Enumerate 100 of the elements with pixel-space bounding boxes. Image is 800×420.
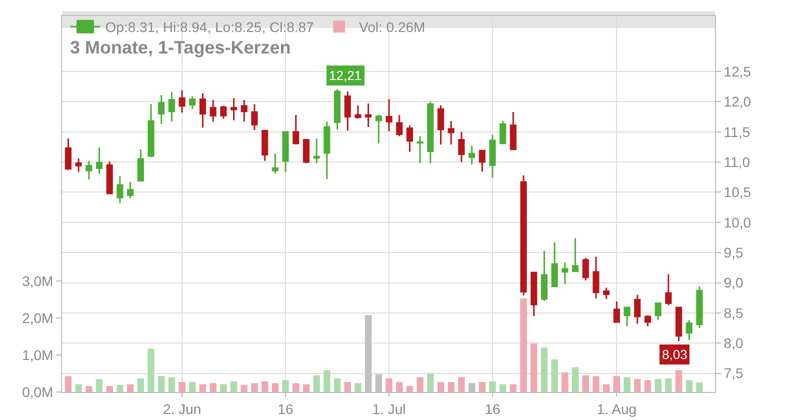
candlestick	[127, 181, 134, 200]
bar	[478, 382, 486, 392]
bar	[675, 370, 682, 392]
bar	[137, 378, 144, 392]
bar	[499, 384, 506, 392]
bar	[354, 383, 362, 392]
candlestick	[665, 274, 672, 306]
y-tick-label: 8,0	[724, 335, 744, 352]
bar	[230, 381, 238, 392]
candlestick	[696, 286, 703, 329]
candlestick	[437, 104, 444, 146]
bar	[302, 384, 310, 392]
candlestick	[96, 146, 103, 174]
candlestick	[644, 314, 652, 327]
candlestick	[675, 306, 682, 342]
candlestick	[624, 306, 630, 327]
bar	[396, 382, 403, 392]
bar	[427, 374, 434, 392]
y-tick-label: 9,0	[724, 274, 744, 291]
candlestick	[158, 94, 165, 125]
candlestick	[427, 100, 434, 164]
y-tick-label: 11,0	[724, 154, 750, 170]
bar	[64, 376, 72, 392]
bar	[406, 386, 414, 392]
bar	[240, 384, 248, 392]
candlestick	[220, 105, 227, 120]
y-tick-label: 7,5	[724, 365, 744, 382]
bar	[530, 344, 538, 392]
candlestick	[292, 114, 300, 146]
candlestick	[375, 114, 382, 144]
bar	[551, 359, 558, 392]
bar	[540, 348, 548, 392]
candlestick	[313, 138, 320, 164]
candlestick	[251, 103, 258, 131]
legend-label: Op:8.31, Hi:8.94, Lo:8.25, Cl:8.87	[105, 19, 314, 36]
x-tick-label: 16	[278, 400, 294, 417]
candlestick	[302, 138, 310, 164]
bar	[334, 378, 341, 392]
candlestick	[148, 103, 154, 158]
y-tick-label: 12,0	[724, 94, 752, 110]
candlestick	[324, 120, 330, 180]
y-tick-label: 10,5	[724, 184, 752, 200]
bar	[272, 383, 279, 392]
bar	[562, 372, 568, 392]
annotation: 12,21	[329, 68, 362, 83]
text: 3 Monate, 1-Tages-Kerzen	[70, 37, 291, 58]
candlestick	[282, 131, 289, 172]
candlestick	[603, 286, 610, 300]
candlestick	[458, 131, 465, 163]
bar	[602, 384, 610, 392]
candlestick	[354, 104, 362, 120]
candlestick	[86, 160, 92, 180]
candlestick	[562, 261, 568, 285]
candlestick	[168, 91, 175, 122]
candlestick	[262, 130, 268, 162]
candlestick	[530, 272, 538, 317]
candlestick	[654, 302, 662, 321]
bar	[220, 384, 227, 392]
candlestick	[686, 319, 692, 341]
bar	[106, 386, 113, 392]
bar	[116, 384, 124, 392]
candlestick	[344, 90, 351, 132]
bar	[572, 367, 579, 392]
bar	[86, 386, 92, 392]
candlestick	[64, 138, 72, 171]
y-tick-label: 9,5	[724, 244, 744, 260]
bar	[416, 377, 424, 392]
bar	[96, 379, 103, 392]
bar	[624, 377, 630, 392]
bar	[158, 376, 165, 392]
candlestick	[478, 150, 486, 172]
y2-tick-label: 1,0M	[22, 346, 54, 363]
bar	[292, 383, 300, 392]
bar	[448, 382, 454, 392]
candlestick	[500, 120, 506, 144]
bar	[644, 380, 652, 392]
bar	[386, 378, 392, 392]
candlestick	[386, 98, 392, 132]
bar	[510, 384, 517, 392]
bar	[634, 379, 641, 392]
candlestick	[230, 97, 238, 122]
candlestick	[116, 175, 124, 204]
y-tick-label: 8,5	[724, 304, 744, 321]
candlestick	[106, 160, 113, 194]
candlestick	[582, 257, 589, 282]
candlestick	[416, 135, 424, 164]
y-tick-label: 10,0	[724, 214, 752, 230]
candlestick	[540, 250, 548, 302]
bar	[613, 376, 620, 392]
bar	[282, 380, 289, 392]
bar	[696, 382, 703, 392]
x-tick-label: 1. Aug	[596, 400, 637, 417]
candlestick	[75, 158, 82, 172]
bar	[582, 375, 590, 392]
bar	[665, 378, 672, 392]
candlestick	[551, 242, 558, 288]
candlestick	[572, 237, 579, 272]
candlestick	[240, 99, 248, 122]
bar	[199, 384, 206, 392]
y2-tick-label: 0,0M	[22, 384, 54, 400]
